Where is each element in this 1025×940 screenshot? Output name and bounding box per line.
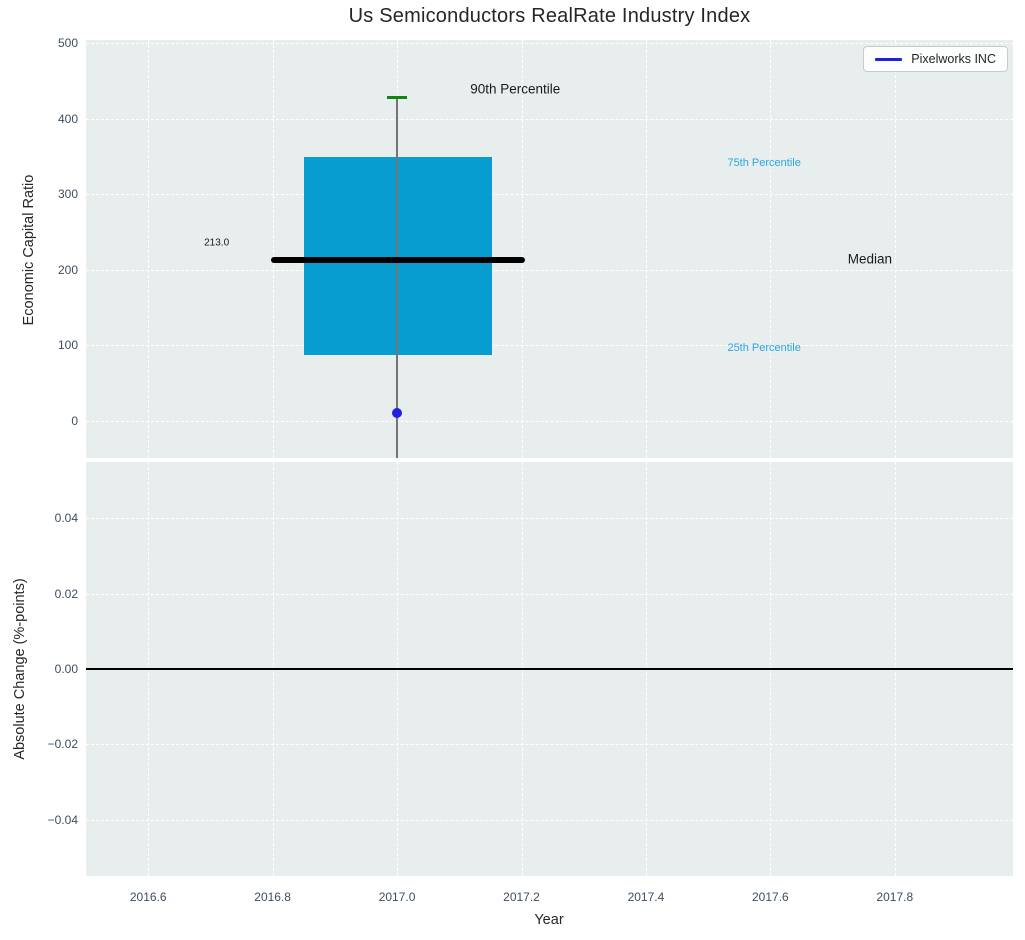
legend-label: Pixelworks INC [911, 52, 996, 66]
y-tick-label: 0 [71, 413, 78, 428]
x-tick-label: 2017.6 [752, 890, 789, 904]
y-gridline [86, 43, 1013, 45]
y-tick-label: 0.00 [54, 662, 78, 676]
y-gridline [86, 269, 1013, 271]
bottom-plot-area [86, 462, 1013, 876]
x-tick-label: 2016.6 [129, 890, 167, 904]
x-tick-label: 2017.0 [378, 890, 416, 904]
median-line [270, 256, 526, 263]
x-gridline [148, 40, 150, 458]
p25-annotation: 25th Percentile [727, 341, 801, 354]
y-gridline [86, 118, 1013, 120]
y-tick-label: 300 [57, 187, 78, 202]
p75-annotation: 75th Percentile [727, 157, 801, 170]
legend: Pixelworks INC [863, 46, 1008, 72]
y-tick-label: 200 [57, 262, 78, 277]
median-value-label: 213.0 [204, 237, 230, 249]
legend-line-swatch [875, 57, 903, 61]
y-gridline [86, 819, 1013, 821]
top-plot-area: Pixelworks INC 213.0 90th Percentile 75th … [86, 40, 1013, 458]
zero-baseline [86, 668, 1013, 670]
x-gridline [521, 40, 523, 458]
x-tick-label: 2016.8 [254, 890, 291, 904]
y-tick-label: 500 [57, 36, 78, 51]
x-gridline [894, 40, 896, 458]
x-tick-label: 2017.2 [503, 890, 540, 904]
x-gridline [770, 40, 772, 458]
y-gridline [86, 744, 1013, 746]
median-annotation: Median [847, 251, 893, 267]
x-tick-label: 2017.4 [627, 890, 665, 904]
y-gridline [86, 593, 1013, 595]
company-point [392, 408, 403, 419]
x-axis-label: Year [534, 912, 564, 928]
x-tick-label: 2017.8 [876, 890, 914, 904]
y-gridline [86, 194, 1013, 196]
chart-title: Us Semiconductors RealRate Industry Inde… [348, 5, 751, 27]
y-tick-label: 0.02 [54, 586, 78, 601]
whisker-line [396, 97, 399, 458]
y-tick-label: −0.04 [47, 812, 78, 827]
y-tick-label: 400 [57, 111, 78, 126]
y-tick-label: 100 [57, 338, 78, 353]
y-gridline [86, 345, 1013, 347]
p90-cap [387, 96, 408, 100]
y-gridline [86, 420, 1013, 422]
x-gridline [272, 40, 274, 458]
y-tick-label: 0.04 [54, 511, 78, 526]
y-gridline [86, 518, 1013, 520]
x-gridline [645, 40, 647, 458]
p90-annotation: 90th Percentile [470, 81, 561, 97]
y-tick-label: −0.02 [47, 737, 78, 752]
